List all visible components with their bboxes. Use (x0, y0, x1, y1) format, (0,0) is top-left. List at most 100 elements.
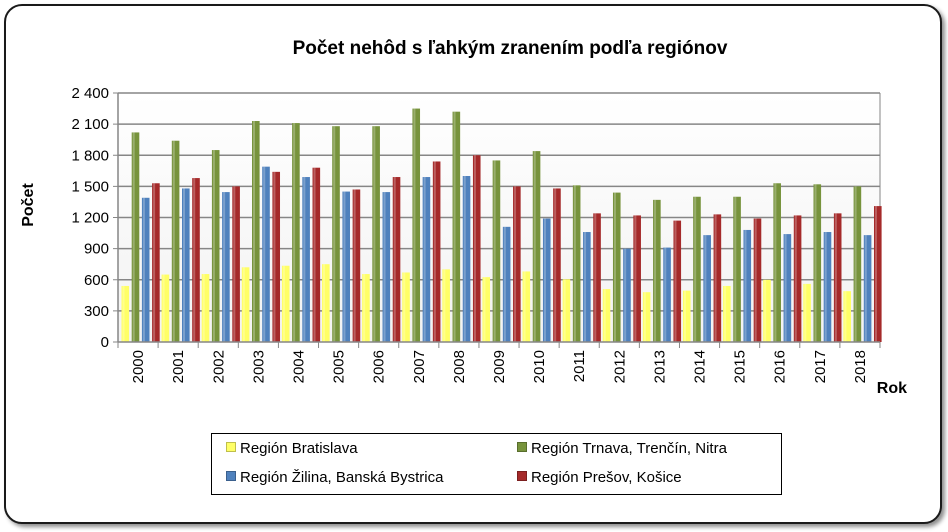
bar (472, 155, 481, 342)
bar (442, 269, 450, 342)
bar-highlight (804, 283, 807, 342)
bar-highlight (263, 166, 266, 342)
bar (131, 132, 140, 342)
bar-highlight (514, 186, 517, 342)
x-tick-label: 2006 (371, 350, 388, 383)
bar (542, 218, 551, 342)
bar-highlight (794, 215, 797, 342)
legend: Región Bratislava Región Trnava, Trenčín… (211, 433, 782, 495)
bar (452, 111, 461, 342)
legend-swatch (517, 471, 527, 481)
bar (492, 160, 501, 342)
bar-highlight (393, 177, 396, 342)
bar-highlight (383, 192, 386, 342)
legend-item-trnava: Región Trnava, Trenčín, Nitra (517, 440, 727, 457)
bar-highlight (784, 234, 787, 342)
bar (342, 191, 351, 342)
legend-item-zilina: Región Žilina, Banská Bystrica (226, 469, 443, 486)
y-axis-label: Počet (20, 183, 37, 227)
bar-highlight (122, 285, 125, 342)
bar (482, 277, 491, 342)
bar (723, 285, 731, 342)
bar-highlight (864, 235, 867, 342)
legend-label: Región Žilina, Banská Bystrica (240, 469, 444, 486)
bar (773, 183, 781, 342)
y-tick-label: 1 800 (71, 147, 109, 164)
legend-label: Región Trnava, Trenčín, Nitra (531, 440, 727, 457)
bar (171, 140, 180, 342)
bar (833, 213, 842, 342)
bar (713, 214, 722, 342)
bar (763, 279, 771, 342)
x-tick-label: 2018 (852, 350, 869, 383)
bar-highlight (202, 274, 205, 342)
plot-area: 0 300 600 900 1 200 1 500 1 800 2 100 2 400 2000 2… (71, 85, 882, 383)
bar-highlight (603, 289, 606, 342)
bar-highlight (162, 274, 165, 342)
x-tick-label: 2014 (692, 350, 709, 383)
bar (422, 177, 431, 342)
legend-label: Región Bratislava (240, 440, 358, 457)
bar (262, 166, 270, 342)
bar-highlight (563, 279, 566, 342)
bar (612, 192, 621, 342)
y-tick-label: 600 (84, 272, 109, 289)
chart-title: Počet nehôd s ľahkým zranením podľa regi… (293, 38, 728, 59)
bar-highlight (714, 214, 717, 342)
bar (241, 267, 250, 342)
bar-highlight (223, 192, 226, 342)
x-tick-label: 2008 (451, 350, 468, 383)
bar (873, 206, 882, 342)
y-tick-label: 900 (84, 241, 109, 258)
x-tick-label: 2005 (331, 350, 348, 383)
x-tick-label: 2007 (411, 350, 428, 383)
bar (572, 185, 581, 342)
y-tick-label: 1 200 (71, 210, 109, 227)
bar-highlight (683, 290, 686, 342)
x-tick-label: 2016 (772, 350, 789, 383)
bar-highlight (613, 192, 616, 342)
bar (192, 178, 200, 342)
bar (462, 176, 471, 342)
bar (813, 184, 822, 342)
bar-highlight (543, 218, 546, 342)
x-tick-label: 2011 (571, 350, 588, 382)
bar-highlight (674, 220, 677, 342)
bar (513, 186, 521, 342)
bar (623, 248, 631, 342)
bar-highlight (172, 140, 175, 342)
bar-highlight (463, 176, 466, 342)
y-tick-label: 2 100 (71, 116, 109, 133)
x-tick-label: 2000 (130, 350, 147, 383)
x-tick-label: 2002 (210, 350, 227, 383)
bar-highlight (443, 269, 446, 342)
bar (633, 215, 641, 342)
x-tick-label: 2013 (651, 350, 668, 383)
bar-highlight (573, 185, 576, 342)
bar (532, 151, 541, 342)
bar-highlight (523, 271, 526, 342)
legend-swatch (226, 471, 236, 481)
bar (853, 186, 862, 342)
bar-highlight (694, 196, 697, 342)
bar (562, 279, 571, 342)
bar (682, 290, 691, 342)
bar-highlight (664, 247, 667, 342)
x-tick-label: 2012 (611, 350, 628, 383)
bar (602, 289, 611, 342)
bar (121, 285, 130, 342)
bar (583, 232, 591, 342)
bar-highlight (353, 189, 356, 342)
bar-highlight (854, 186, 857, 342)
bar-highlight (654, 199, 657, 342)
bar (382, 192, 391, 342)
legend-swatch (517, 442, 527, 452)
bar-highlight (373, 126, 376, 342)
bar (141, 197, 150, 342)
bar (653, 199, 661, 342)
bar (783, 234, 792, 342)
bar-highlight (273, 171, 276, 342)
bar (372, 126, 380, 342)
bar (843, 291, 851, 342)
